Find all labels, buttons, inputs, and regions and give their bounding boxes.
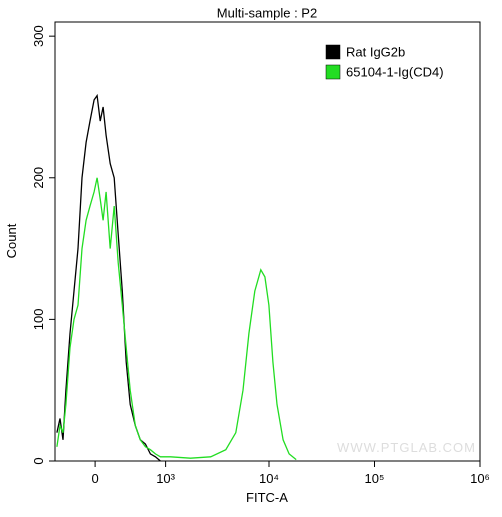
series-line [56,177,297,461]
x-tick-label: 10⁵ [365,471,385,486]
y-tick-label: 200 [31,167,46,189]
y-tick-label: 300 [31,25,46,47]
chart-title: Multi-sample : P2 [217,5,317,20]
x-tick-label: 10³ [156,471,175,486]
x-tick-label: 10⁴ [259,471,279,486]
plot-frame [54,21,481,462]
watermark: WWW.PTGLAB.COM [337,440,476,455]
legend-swatch [325,44,341,60]
legend-swatch [325,64,341,80]
x-tick-label: 10⁶ [470,471,490,486]
legend-label: Rat IgG2b [346,44,405,59]
x-axis-label: FITC-A [246,490,288,505]
legend-label: 65104-1-Ig(CD4) [346,64,444,79]
x-tick-label: 0 [91,471,98,486]
series-line [56,93,161,462]
y-axis-label: Count [4,223,19,258]
y-tick-label: 0 [31,457,46,464]
y-tick-label: 100 [31,309,46,331]
